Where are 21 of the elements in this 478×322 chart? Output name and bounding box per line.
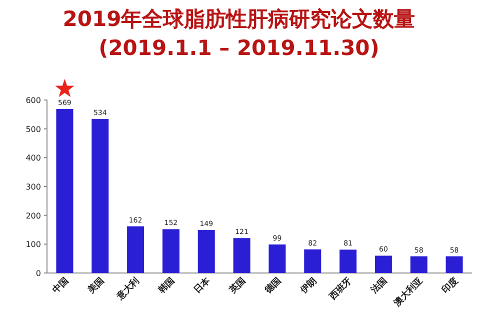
x-tick-label: 印度 — [440, 275, 460, 296]
x-tick-label: 中国 — [50, 275, 71, 296]
y-tick-label: 300 — [26, 182, 41, 192]
x-tick-label: 伊朗 — [298, 275, 319, 297]
y-tick-label: 600 — [26, 96, 41, 105]
x-tick-label: 澳大利亚 — [391, 275, 425, 310]
x-tick-label: 美国 — [85, 275, 106, 297]
x-tick-label: 西班牙 — [326, 275, 354, 303]
y-tick-label: 400 — [26, 154, 41, 163]
y-tick-label: 100 — [26, 240, 41, 250]
x-tick-label: 法国 — [368, 275, 390, 297]
y-tick-label: 500 — [26, 124, 41, 134]
x-tick-label: 日本 — [192, 274, 214, 296]
x-tick-label: 英国 — [226, 275, 248, 297]
subtitle: (2019.1.1 – 2019.11.30) — [98, 36, 380, 60]
y-tick-label: 200 — [26, 211, 41, 220]
x-tick-label: 德国 — [262, 275, 284, 297]
x-tick-label: 韩国 — [156, 275, 178, 297]
x-tick-label: 意大利 — [114, 275, 142, 303]
y-tick-label: 0 — [36, 269, 41, 278]
title: 2019年全球脂肪性肝病研究论文数量 — [62, 7, 416, 31]
